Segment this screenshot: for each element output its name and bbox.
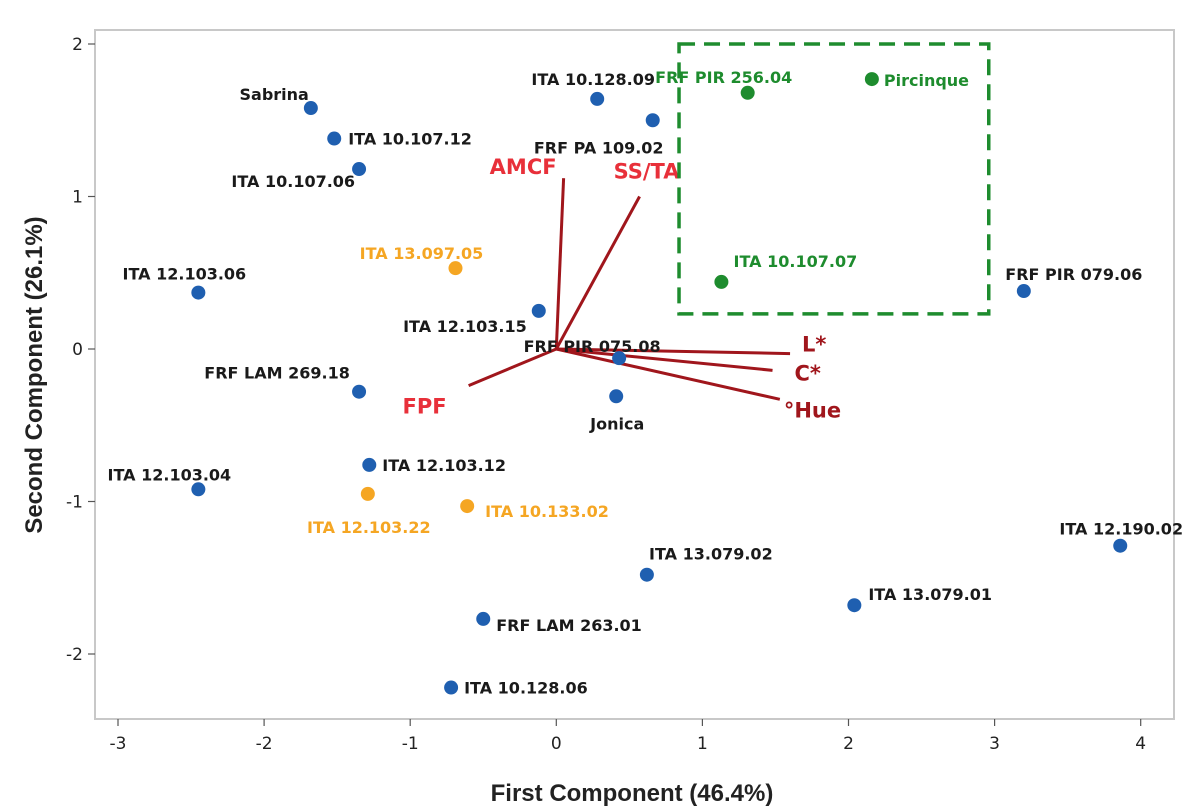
data-point bbox=[639, 567, 654, 582]
data-point-label: Jonica bbox=[589, 414, 644, 433]
data-point-label: ITA 10.128.09 bbox=[531, 70, 655, 89]
x-tick-label: 3 bbox=[989, 734, 1000, 754]
data-point-label: ITA 10.107.12 bbox=[348, 130, 472, 149]
loading-vectors: AMCF SS/TA L* C* °Hue FPF bbox=[403, 155, 842, 422]
data-point-label: FRF LAM 269.18 bbox=[204, 364, 350, 383]
data-point bbox=[645, 113, 660, 128]
y-axis-title: Second Component (26.1%) bbox=[21, 216, 48, 533]
x-tick-label: 4 bbox=[1135, 734, 1146, 754]
loading-vector-ssta bbox=[554, 195, 641, 350]
data-point-label: ITA 10.107.07 bbox=[734, 252, 858, 271]
loading-vector-hue bbox=[555, 347, 781, 401]
loading-label: L* bbox=[802, 333, 826, 357]
data-point-label: FRF PA 109.02 bbox=[534, 138, 664, 157]
data-point-label: ITA 13.079.02 bbox=[649, 545, 773, 564]
loading-vector-fpf bbox=[468, 347, 557, 387]
x-tick-label: -3 bbox=[110, 734, 127, 754]
data-point bbox=[327, 131, 342, 146]
highlight-box bbox=[677, 42, 991, 316]
data-point-label: FRF LAM 263.01 bbox=[496, 616, 642, 635]
loading-label: C* bbox=[795, 361, 821, 385]
data-point-label: FRF PIR 079.06 bbox=[1005, 265, 1142, 284]
data-point bbox=[740, 85, 755, 100]
loading-vector-c bbox=[556, 347, 773, 372]
data-point bbox=[352, 384, 367, 399]
data-point bbox=[590, 91, 605, 106]
x-tick-label: 2 bbox=[843, 734, 854, 754]
y-tick-label: 2 bbox=[72, 35, 83, 55]
data-point bbox=[1113, 538, 1128, 553]
x-axis-title: First Component (46.4%) bbox=[491, 780, 774, 807]
y-tick-label: -2 bbox=[66, 645, 83, 665]
data-point bbox=[1016, 284, 1031, 299]
data-point bbox=[448, 261, 463, 276]
loading-label: °Hue bbox=[784, 398, 841, 422]
axis-ticks: -3 -2 -1 0 1 2 3 4 -2 -1 0 1 2 bbox=[66, 35, 1146, 754]
data-point-label: ITA 10.133.02 bbox=[485, 502, 609, 521]
data-point bbox=[864, 72, 879, 87]
data-point bbox=[460, 499, 475, 514]
data-point-label: ITA 12.103.22 bbox=[307, 518, 431, 537]
data-point bbox=[362, 457, 377, 472]
data-point bbox=[191, 285, 206, 300]
data-point-label: ITA 12.103.12 bbox=[382, 456, 506, 475]
data-point-label: ITA 10.107.06 bbox=[231, 172, 355, 191]
x-tick-label: 0 bbox=[551, 734, 562, 754]
x-tick-label: -1 bbox=[402, 734, 419, 754]
loading-vector-amcf bbox=[554, 178, 566, 350]
x-tick-label: 1 bbox=[697, 734, 708, 754]
data-point-label: ITA 10.128.06 bbox=[464, 679, 588, 698]
data-points: Sabrina ITA 10.107.12 ITA 10.107.06 ITA 10.… bbox=[108, 68, 1184, 698]
data-point bbox=[612, 351, 627, 366]
data-point bbox=[847, 598, 862, 613]
y-tick-label: 1 bbox=[72, 188, 83, 208]
x-tick-label: -2 bbox=[256, 734, 273, 754]
data-point bbox=[714, 274, 729, 289]
data-point-label: ITA 12.190.02 bbox=[1059, 520, 1183, 539]
data-point-label: ITA 13.097.05 bbox=[360, 244, 484, 263]
data-point bbox=[609, 389, 624, 404]
data-point-label: FRF PIR 256.04 bbox=[655, 68, 792, 87]
data-point bbox=[352, 162, 367, 177]
data-point-label: Sabrina bbox=[240, 85, 309, 104]
data-point bbox=[360, 486, 375, 501]
data-point bbox=[303, 101, 318, 116]
data-point-label: ITA 12.103.04 bbox=[108, 465, 232, 484]
data-point bbox=[476, 611, 491, 626]
plot-frame bbox=[94, 29, 1175, 720]
data-point-label: ITA 13.079.01 bbox=[868, 585, 992, 604]
loading-label: FPF bbox=[403, 395, 447, 419]
loading-label: SS/TA bbox=[614, 160, 681, 184]
data-point bbox=[531, 303, 546, 318]
y-tick-label: -1 bbox=[66, 493, 83, 513]
data-point-label: FRF PIR 075.08 bbox=[524, 337, 661, 356]
data-point-label: ITA 12.103.15 bbox=[403, 317, 527, 336]
data-point-label: ITA 12.103.06 bbox=[123, 265, 247, 284]
loading-vector-l bbox=[556, 347, 791, 356]
data-point bbox=[444, 680, 459, 695]
data-point bbox=[191, 482, 206, 497]
data-point-label: Pircinque bbox=[884, 71, 969, 90]
loading-label: AMCF bbox=[490, 155, 557, 179]
y-tick-label: 0 bbox=[72, 340, 83, 360]
